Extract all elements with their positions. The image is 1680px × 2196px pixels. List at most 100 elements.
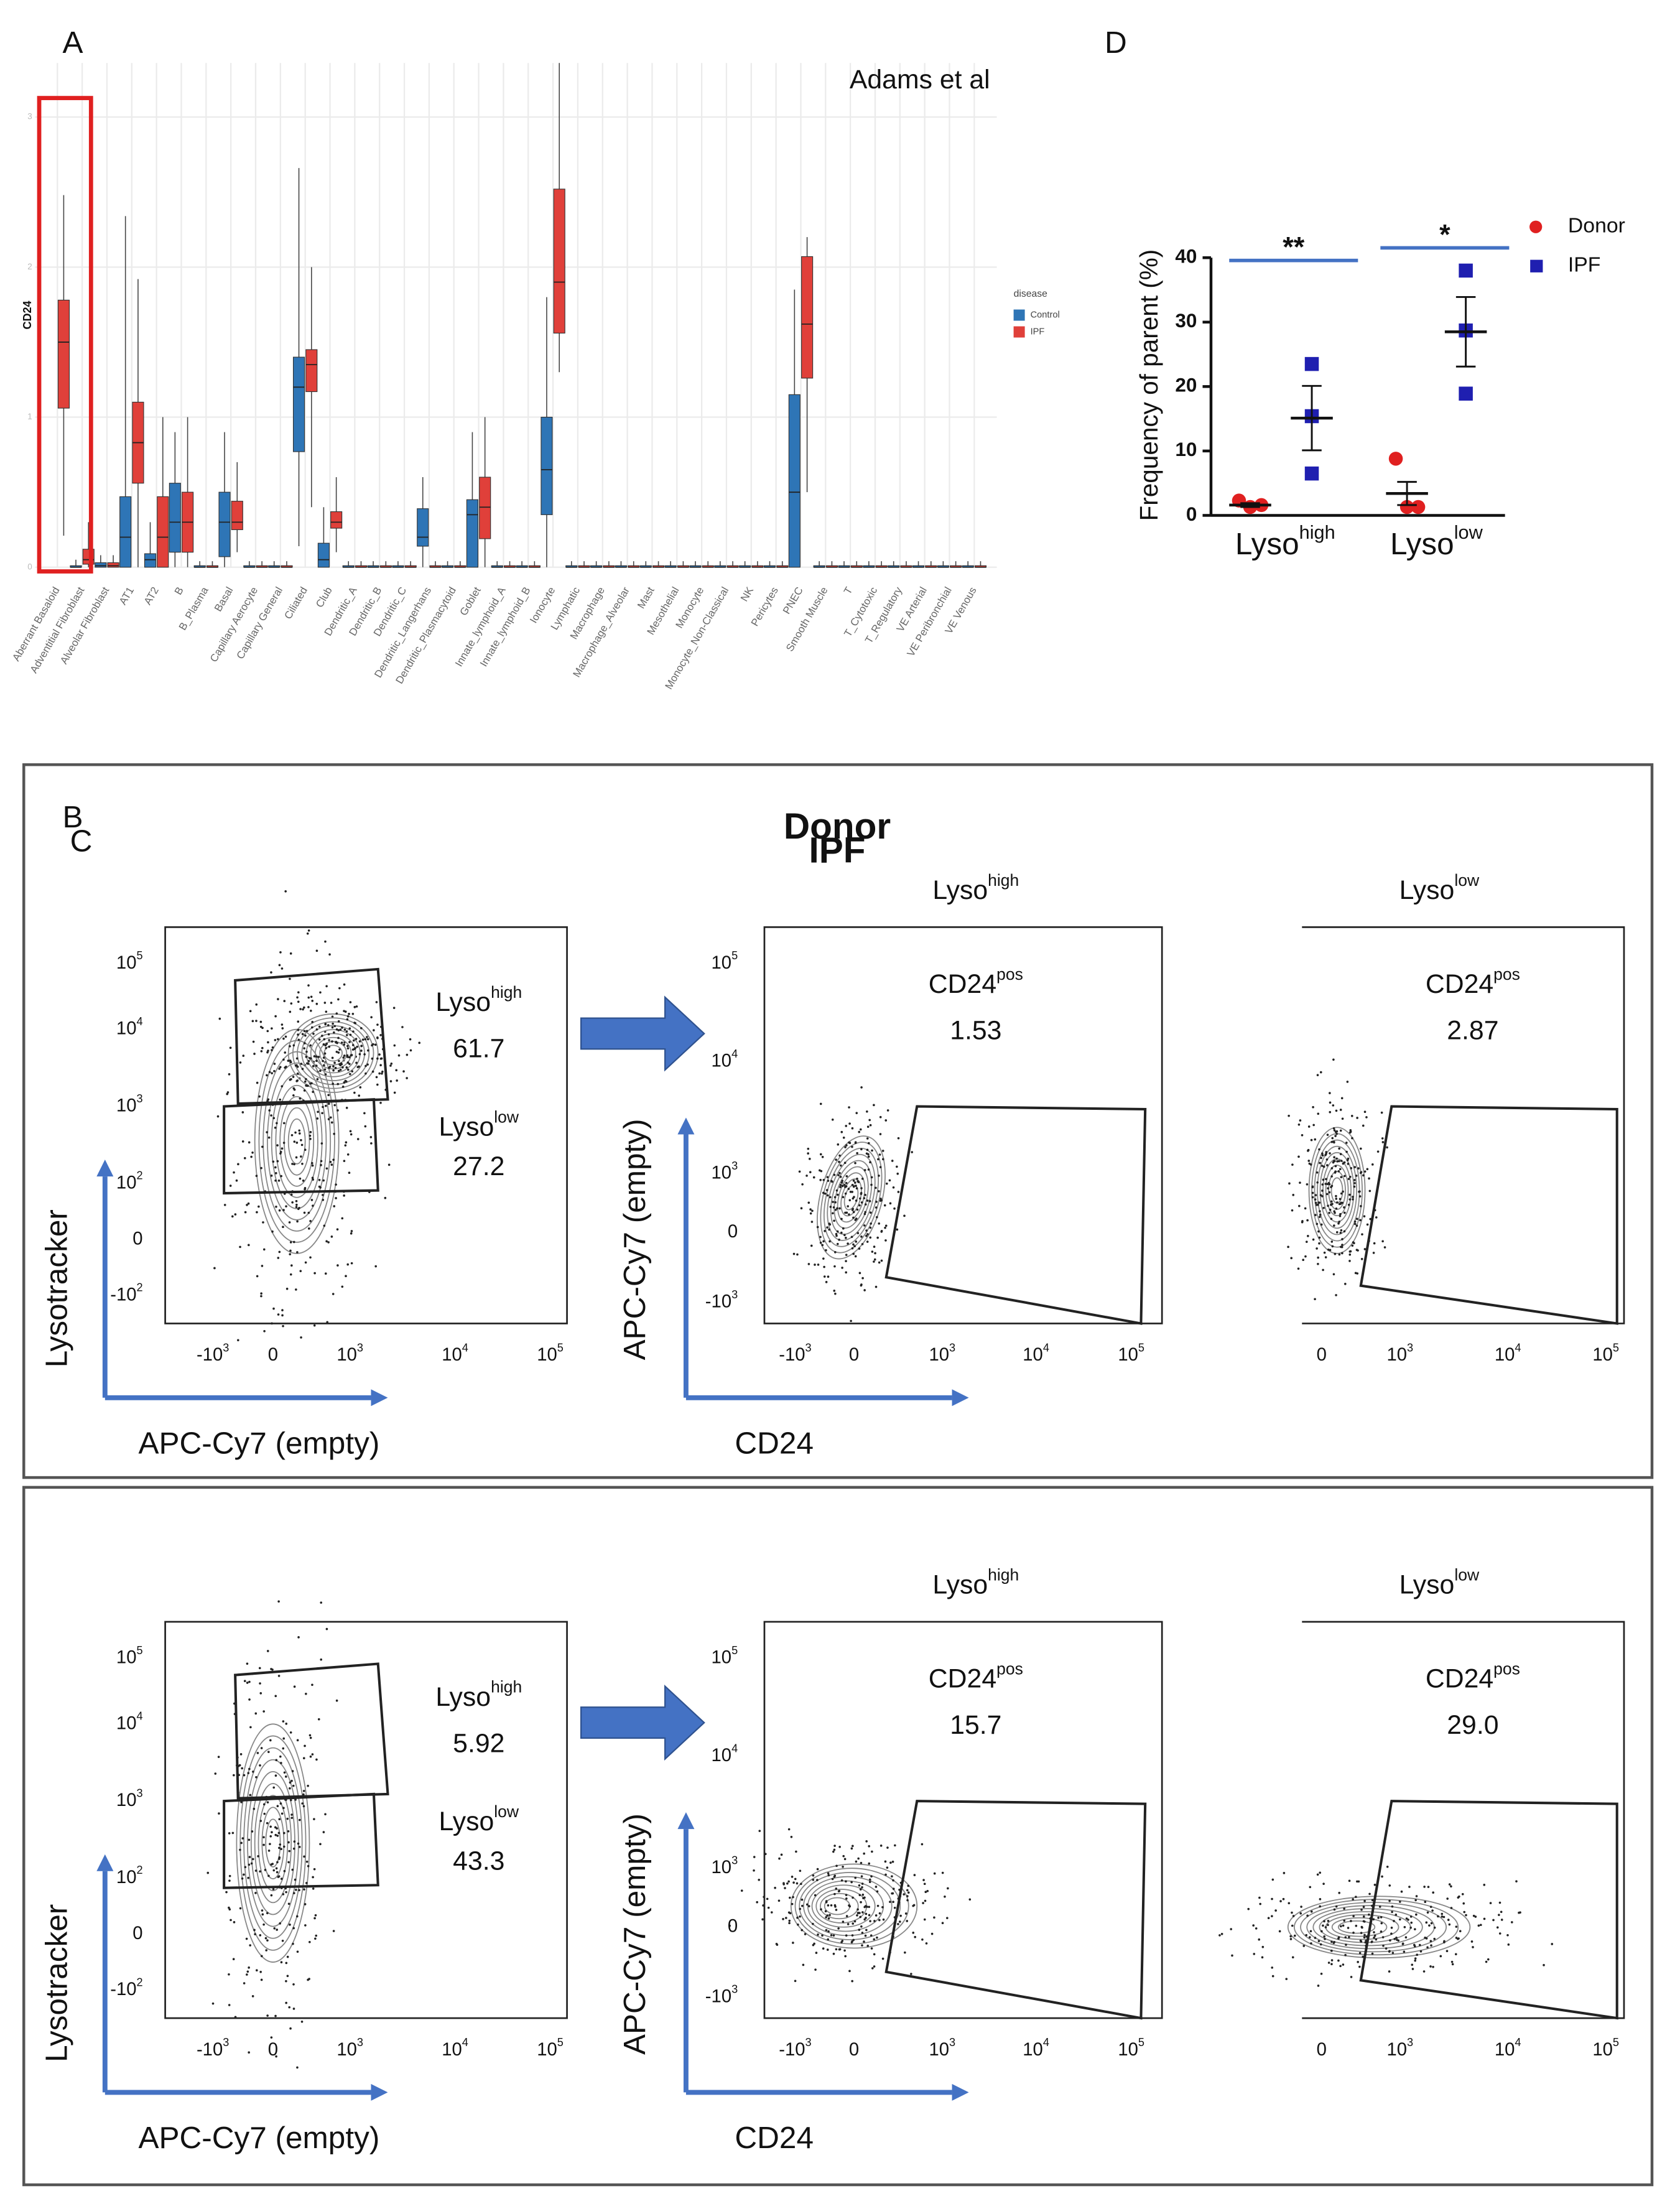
event-dot [1331, 1245, 1334, 1248]
event-dot [233, 1774, 235, 1777]
event-dot [1405, 1917, 1408, 1920]
event-dot [1299, 1119, 1302, 1122]
event-dot [309, 1134, 312, 1137]
event-dot [866, 1240, 869, 1243]
event-dot [807, 1147, 810, 1150]
event-dot [910, 1973, 912, 1975]
event-dot [285, 1287, 289, 1290]
event-dot [1344, 1283, 1347, 1285]
event-dot [260, 1955, 263, 1958]
event-dot [293, 1685, 296, 1688]
event-dot [856, 1232, 860, 1234]
event-dot [841, 1179, 844, 1182]
plot-title: Lysolow [1399, 1566, 1480, 1600]
contour [314, 1036, 352, 1070]
event-dot [834, 1292, 837, 1295]
event-dot [850, 1235, 853, 1239]
event-dot [866, 1110, 868, 1113]
event-dot [835, 1234, 838, 1237]
event-dot [1337, 1937, 1340, 1940]
event-dot [315, 1934, 318, 1937]
event-dot [1321, 1183, 1324, 1186]
event-dot [1365, 1116, 1368, 1119]
event-dot [812, 1176, 815, 1179]
event-dot [782, 1882, 785, 1885]
event-dot [1498, 1901, 1501, 1904]
event-dot [229, 1184, 232, 1187]
event-dot [845, 1897, 848, 1900]
event-dot [332, 1158, 335, 1161]
event-dot [282, 1747, 285, 1750]
event-dot [1407, 1919, 1409, 1921]
event-dot [363, 1053, 366, 1056]
event-dot [1299, 1912, 1302, 1915]
event-dot [281, 1314, 284, 1317]
event-dot [312, 1032, 315, 1035]
event-dot [298, 1818, 301, 1821]
event-dot [290, 1264, 293, 1267]
event-dot [912, 1932, 915, 1934]
event-dot [331, 1056, 334, 1059]
event-dot [848, 1199, 852, 1202]
event-dot [300, 1138, 302, 1142]
event-dot [1351, 1137, 1353, 1140]
event-dot [260, 1295, 262, 1298]
y-tick-label-base: 10 [712, 1051, 732, 1071]
event-dot [828, 1914, 831, 1917]
event-dot [322, 1198, 325, 1201]
event-dot [859, 1888, 862, 1891]
event-dot [1271, 1966, 1274, 1969]
event-dot [1357, 1167, 1360, 1170]
event-dot [242, 1054, 245, 1057]
x-tick-label-base: Lyso [1390, 527, 1454, 561]
event-dot [1360, 1925, 1363, 1928]
event-dot [282, 1037, 285, 1040]
event-dot [301, 1068, 304, 1071]
event-dot [291, 1770, 294, 1772]
event-dot [1386, 1146, 1388, 1149]
event-dot [860, 1284, 863, 1287]
flow-arrow [580, 995, 705, 1072]
event-dot [334, 1066, 337, 1069]
event-dot [1316, 1873, 1319, 1876]
event-dot [858, 1130, 861, 1133]
y-tick-label-base: 0 [132, 1229, 142, 1249]
event-dot [844, 1192, 847, 1195]
contour [265, 1818, 281, 1868]
event-dot [861, 1177, 864, 1180]
gate-name: Lysolow [439, 1107, 519, 1142]
gate-name: Lysohigh [435, 983, 522, 1017]
y-tick-label: 103 [712, 1854, 738, 1877]
x-tick-label-base: 0 [1317, 1345, 1327, 1365]
event-dot [1380, 1922, 1383, 1925]
y-tick-label: 20 [1175, 374, 1197, 396]
event-dot [1401, 1943, 1404, 1945]
plot-frame [1302, 1621, 1625, 2019]
event-dot [280, 1762, 282, 1764]
event-dot [300, 2021, 304, 2023]
y-tick-label: 105 [116, 1644, 143, 1668]
event-dot [761, 1918, 764, 1921]
event-dot [833, 1290, 836, 1292]
event-dot [921, 1938, 924, 1941]
event-dot [801, 1904, 804, 1907]
event-dot [851, 1145, 853, 1148]
event-dot [787, 1880, 790, 1883]
event-dot [254, 1892, 257, 1894]
event-dot [852, 1938, 855, 1942]
event-dot [248, 1698, 251, 1701]
event-dot [1335, 1109, 1338, 1112]
event-dot [1291, 1924, 1294, 1927]
x-tick-label-base: 0 [268, 1345, 278, 1365]
event-dot [328, 1039, 330, 1041]
event-dot [1363, 1215, 1366, 1217]
y-tick-label: 105 [116, 949, 143, 973]
event-dot [835, 1189, 838, 1192]
event-dot [282, 1324, 284, 1328]
event-dot [328, 1045, 331, 1048]
event-dot [869, 1211, 872, 1214]
event-dot [345, 1107, 348, 1109]
event-dot [259, 1020, 262, 1023]
event-dot [255, 1775, 258, 1779]
event-dot [826, 1176, 829, 1178]
